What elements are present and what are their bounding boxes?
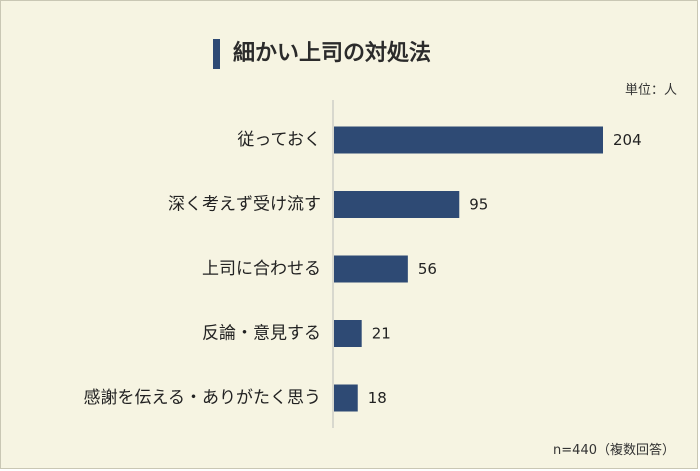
category-label: 反論・意見する — [202, 324, 321, 344]
value-label: 204 — [613, 131, 642, 149]
value-label: 18 — [368, 389, 387, 407]
value-label: 21 — [372, 325, 391, 343]
bar — [334, 255, 408, 283]
bar — [334, 191, 460, 218]
category-label: 感謝を伝える・ありがたく思う — [84, 388, 322, 408]
category-label: 従っておく — [237, 130, 321, 150]
chart-title: 細かい上司の対処法 — [233, 41, 432, 66]
bar — [334, 320, 362, 347]
bar — [334, 384, 358, 412]
bar — [334, 126, 603, 154]
category-label: 深く考えず受け流す — [168, 195, 321, 215]
value-label: 56 — [418, 260, 437, 278]
title-accent-bar — [213, 39, 220, 69]
unit-label: 単位：人 — [624, 83, 677, 98]
value-label: 95 — [469, 196, 488, 214]
sample-note: n=440（複数回答） — [553, 443, 675, 458]
category-label: 上司に合わせる — [202, 259, 321, 279]
